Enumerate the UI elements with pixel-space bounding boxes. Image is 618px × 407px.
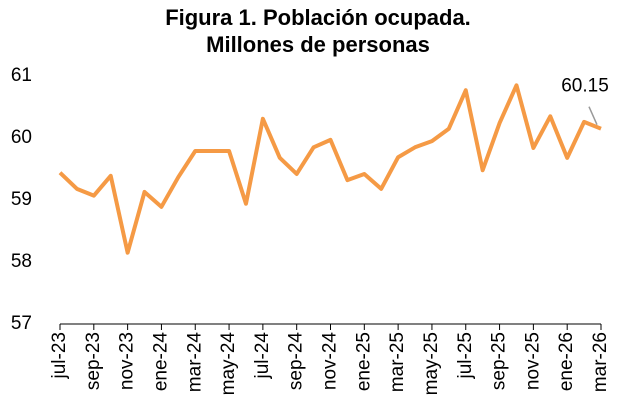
y-tick-label: 59 bbox=[11, 189, 32, 210]
x-tick-label: nov-23 bbox=[117, 332, 138, 390]
data-label: 60.15 bbox=[561, 76, 609, 97]
x-tick-label: may-25 bbox=[421, 332, 442, 395]
x-tick-label: sep-23 bbox=[83, 332, 104, 390]
x-tick-label: nov-24 bbox=[320, 332, 341, 391]
x-tick-label: nov-25 bbox=[522, 332, 543, 390]
x-tick-label: mar-24 bbox=[184, 332, 205, 393]
y-tick-label: 57 bbox=[11, 313, 32, 334]
line bbox=[58, 83, 602, 255]
x-tick-label: sep-25 bbox=[489, 332, 510, 390]
x-tick-label: jul-24 bbox=[252, 332, 273, 380]
y-tick-label: 60 bbox=[11, 127, 32, 148]
x-tick-label: ene-25 bbox=[353, 332, 374, 391]
y-tick-label: 58 bbox=[11, 251, 32, 272]
x-tick-label: jul-23 bbox=[49, 332, 70, 379]
x-tick-label: ene-26 bbox=[556, 332, 577, 391]
leader-line bbox=[588, 106, 598, 126]
x-tick-label: sep-24 bbox=[286, 332, 307, 391]
y-tick-label: 61 bbox=[11, 65, 32, 86]
x-tick-label: jul-25 bbox=[455, 332, 476, 379]
x-tick-label: mar-26 bbox=[590, 332, 611, 392]
x-tick-label: ene-24 bbox=[150, 332, 171, 392]
chart-title: Figura 1. Población ocupada. bbox=[165, 5, 471, 30]
x-tick-label: may-24 bbox=[218, 332, 239, 396]
x-tick-label: mar-25 bbox=[387, 332, 408, 392]
chart-title: Millones de personas bbox=[206, 32, 430, 57]
